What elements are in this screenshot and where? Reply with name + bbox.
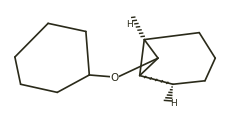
Text: H: H bbox=[170, 98, 177, 107]
Text: O: O bbox=[110, 72, 119, 82]
Text: H: H bbox=[126, 20, 133, 29]
